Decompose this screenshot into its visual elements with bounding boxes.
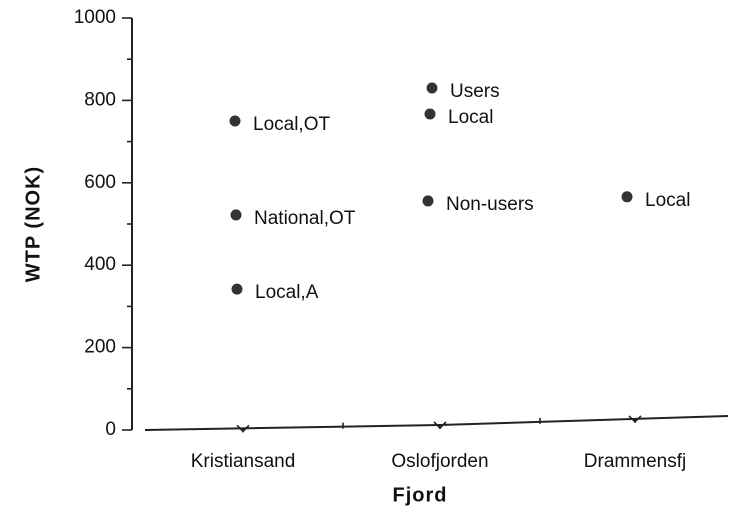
y-tick-label: 800 (84, 89, 116, 110)
y-tick-label: 400 (84, 254, 116, 275)
point (424, 108, 436, 120)
y-tick-label: 200 (84, 337, 116, 358)
y-tick-label: 1000 (74, 7, 116, 28)
x-axis (144, 415, 729, 431)
point-label: Users (450, 81, 500, 102)
point (230, 209, 242, 221)
x-tick (433, 421, 447, 430)
point (621, 191, 633, 203)
x-tick (236, 424, 250, 433)
x-tick-label: Oslofjorden (391, 451, 488, 472)
x-tick-label: Kristiansand (191, 451, 296, 472)
point-label: Local,OT (253, 114, 330, 135)
x-axis-title: Fjord (393, 484, 448, 506)
point-label: Local,A (255, 282, 319, 303)
point-label: Local (645, 190, 690, 211)
point-label: Non-users (446, 194, 534, 215)
point-label: National,OT (254, 208, 356, 229)
x-tick (628, 415, 642, 424)
point-label: Local (448, 107, 493, 128)
y-tick-label: 600 (84, 172, 116, 193)
point (231, 283, 243, 295)
y-axis-title: WTP (NOK) (22, 166, 44, 282)
point (426, 82, 438, 94)
y-tick-label: 0 (105, 419, 116, 440)
x-tick-label: Drammensfj (584, 451, 686, 472)
point (422, 195, 434, 207)
point (229, 115, 241, 127)
